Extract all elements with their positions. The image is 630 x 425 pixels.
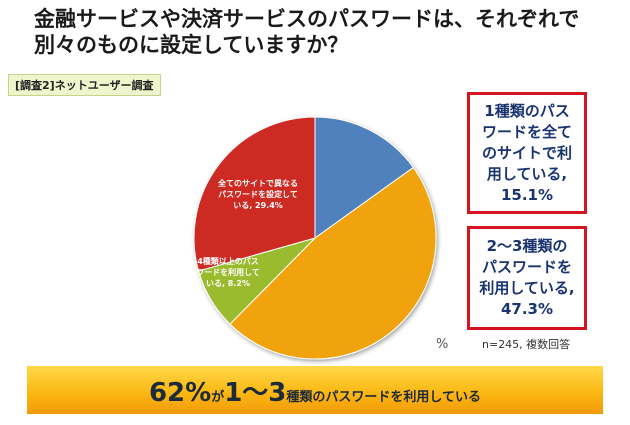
slice-unique-passwords <box>193 116 316 272</box>
banner-range: 1～3 <box>224 378 287 408</box>
page-title: 金融サービスや決済サービスのパスワードは、それぞれで別々のものに設定していますか… <box>34 7 580 57</box>
banner-rest: 種類のパスワードを利用している <box>286 390 482 405</box>
unit-label: % <box>436 337 449 352</box>
summary-banner: 62% が 1～3 種類のパスワードを利用している <box>27 366 603 414</box>
sample-note: n=245, 複数回答 <box>482 338 571 351</box>
banner-percent: 62% <box>148 378 212 408</box>
callout-one-text: 1種類のパス ワードを全て のサイトで利 用している, 15.1% <box>481 101 572 204</box>
slice-one-password <box>314 116 415 239</box>
banner-ga: が <box>211 390 225 405</box>
callout-two-three-passwords: 2～3種類の パスワードを 利用している, 47.3% <box>467 226 587 330</box>
slice-label-four-plus: 4種類以上のパスワードを利用している, 8.2% <box>196 256 260 288</box>
callout-one-password: 1種類のパス ワードを全て のサイトで利 用している, 15.1% <box>467 92 587 214</box>
survey-tag: [調査2]ネットユーザー調査 <box>8 74 161 96</box>
slice-two-three-passwords <box>229 166 437 360</box>
callout-two-text: 2～3種類の パスワードを 利用している, 47.3% <box>479 237 575 318</box>
slice-label-unique: 全てのサイトで異なるパスワードを設定している, 29.4% <box>217 178 298 210</box>
